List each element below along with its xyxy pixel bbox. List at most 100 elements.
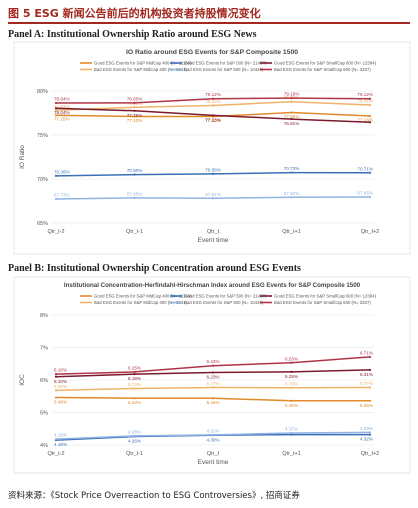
chart-b-point-4-1: [133, 373, 136, 376]
chart-a-point-2-3: [290, 171, 293, 174]
chart-a-xtick-0: Qtr_t-2: [47, 229, 64, 235]
chart-a-point-3-3: [290, 196, 293, 199]
chart-a-data-label-0-4: 77.16%: [357, 117, 373, 122]
chart-a-data-label-0-2: 77.10%: [205, 118, 221, 123]
chart-a-point-0-1: [133, 115, 136, 118]
chart-a-legend-label-4: Good ESG Events for S&P SmallCap 600 (N=…: [274, 61, 377, 66]
chart-b-data-label-1-4: 5.77%: [360, 381, 373, 386]
chart-a-xtick-1: Qtr_t-1: [126, 229, 143, 235]
chart-b-data-label-0-3: 5.36%: [285, 403, 298, 408]
chart-a-point-2-4: [368, 171, 372, 174]
chart-a-legend-label-1: Bad ESG Events for S&P MidCap 400 (N= 31…: [94, 67, 188, 72]
chart-b-point-4-4: [368, 368, 372, 372]
chart-a-data-label-2-3: 70.73%: [284, 166, 300, 171]
chart-a-legend-label-3: Bad ESG Events for S&P 500 (N= 10449): [184, 67, 264, 72]
chart-a-point-5-1: [133, 101, 136, 104]
chart-a-ytick-3: 80%: [37, 89, 48, 95]
chart-b-data-label-0-0: 5.46%: [54, 400, 67, 405]
chart-a-data-label-0-3: 77.55%: [284, 114, 300, 119]
chart-a-data-label-3-4: 67.95%: [357, 191, 373, 196]
chart-b-point-5-2: [211, 364, 215, 367]
chart-a-title: IO Ratio around ESG Events for S&P Compo…: [126, 49, 298, 56]
chart-b-point-3-2: [211, 433, 215, 437]
chart-b-xlabel: Event time: [198, 459, 229, 466]
chart-b-ytick-4: 8%: [40, 313, 48, 319]
chart-a-point-1-3: [290, 100, 293, 103]
chart-b-legend-label-0: Good ESG Events for S&P MidCap 400 (N= 1…: [94, 294, 192, 299]
chart-a-point-4-1: [133, 109, 136, 112]
chart-a-data-label-0-1: 77.10%: [127, 118, 143, 123]
chart-b-point-3-1: [133, 434, 136, 437]
chart-a-xtick-3: Qtr_t+1: [282, 229, 301, 235]
chart-b-point-5-4: [368, 355, 372, 359]
chart-a-data-label-1-4: 78.41%: [357, 98, 373, 103]
chart-b-point-1-3: [290, 386, 293, 389]
chart-a-data-label-1-2: 78.35%: [205, 99, 221, 104]
chart-a-data-label-5-0: 78.64%: [54, 96, 70, 101]
chart-a-data-label-2-2: 70.58%: [205, 167, 221, 172]
chart-b-point-0-1: [133, 397, 136, 400]
chart-a-point-3-4: [368, 195, 372, 199]
chart-b-ytick-2: 6%: [40, 378, 48, 384]
chart-b-point-3-4: [368, 431, 372, 434]
chart-b-data-label-0-4: 5.36%: [360, 403, 373, 408]
chart-b-data-label-0-2: 5.44%: [206, 400, 219, 405]
chart-a-point-3-0: [54, 197, 58, 201]
chart-b-data-label-3-1: 4.28%: [128, 429, 141, 434]
chart-a-data-label-1-0: 77.81%: [54, 104, 70, 109]
chart-a-legend-label-2: Good ESG Events for S&P 500 (N= 21457): [184, 61, 267, 66]
chart-b-point-0-3: [290, 399, 293, 402]
chart-b-data-label-4-0: 6.10%: [54, 379, 67, 384]
chart-b-ytick-1: 5%: [40, 411, 48, 417]
chart-a-point-4-4: [368, 121, 372, 124]
chart-b-xtick-3: Qtr_t+1: [282, 451, 301, 457]
chart-b-point-5-3: [290, 361, 293, 364]
chart-b-ytick-0: 4%: [40, 443, 48, 449]
chart-a-point-5-3: [290, 97, 293, 100]
panel-b-chart: Institutional Concentration-Herfindahl-H…: [13, 276, 411, 474]
panel-b-label: Panel B: Institutional Ownership Concent…: [8, 263, 301, 274]
chart-b-data-label-3-0: 4.18%: [54, 433, 67, 438]
chart-b-title: Institutional Concentration-Herfindahl-H…: [64, 282, 361, 289]
chart-a-ytick-2: 75%: [37, 133, 48, 139]
chart-a-data-label-2-4: 70.71%: [357, 166, 373, 171]
chart-a-data-label-3-0: 67.73%: [54, 192, 70, 197]
chart-a-point-5-2: [211, 97, 215, 100]
chart-a-xtick-4: Qtr_t+2: [361, 229, 380, 235]
chart-b-data-label-1-0: 5.68%: [54, 384, 67, 389]
chart-a-data-label-3-3: 67.92%: [284, 191, 300, 196]
chart-a-point-4-0: [54, 107, 58, 110]
chart-b-data-label-2-1: 4.26%: [128, 439, 141, 444]
chart-a-point-0-3: [290, 111, 293, 114]
chart-a-data-label-5-2: 79.12%: [205, 92, 221, 97]
source-note: 资料来源：《Stock Price Overreaction to ESG Co…: [8, 491, 300, 501]
chart-b-data-label-5-2: 6.44%: [206, 359, 219, 364]
chart-a-point-1-0: [54, 109, 58, 112]
chart-a-xlabel: Event time: [198, 237, 229, 244]
chart-a-data-label-2-1: 70.50%: [127, 168, 143, 173]
chart-a-data-label-4-0: 78.04%: [54, 110, 70, 115]
chart-a-point-0-0: [54, 114, 58, 117]
chart-b-data-label-4-1: 6.18%: [128, 376, 141, 381]
chart-a-data-label-5-4: 79.12%: [357, 92, 373, 97]
chart-b-legend-label-5: Bad ESG Events for S&P SmallCap 600 (N= …: [274, 300, 371, 305]
chart-a-point-0-4: [368, 114, 372, 118]
chart-a-point-1-2: [211, 104, 215, 107]
chart-b-data-label-1-3: 5.76%: [285, 381, 298, 386]
chart-a-legend-label-5: Bad ESG Events for S&P SmallCap 600 (N= …: [274, 67, 371, 72]
chart-a-data-label-2-0: 70.36%: [54, 169, 70, 174]
chart-a-data-label-4-1: 77.75%: [127, 113, 143, 118]
chart-a-ytick-1: 70%: [37, 177, 48, 183]
chart-b-data-label-1-1: 5.74%: [128, 382, 141, 387]
chart-a-point-5-0: [54, 101, 58, 105]
chart-a-point-3-1: [133, 196, 136, 200]
chart-b-legend-label-3: Bad ESG Events for S&P 500 (N= 10449): [184, 300, 264, 305]
chart-b-point-4-3: [290, 370, 293, 373]
chart-b-xtick-1: Qtr_t-1: [126, 451, 143, 457]
chart-b-xtick-4: Qtr_t+2: [361, 451, 380, 457]
chart-b-data-label-4-4: 6.31%: [360, 372, 373, 377]
chart-b-legend-label-4: Good ESG Events for S&P SmallCap 600 (N=…: [274, 294, 377, 299]
chart-a-data-label-3-1: 67.85%: [127, 191, 143, 196]
chart-b-data-label-2-4: 4.32%: [360, 437, 373, 442]
chart-b-ylabel: IOC: [19, 374, 26, 386]
